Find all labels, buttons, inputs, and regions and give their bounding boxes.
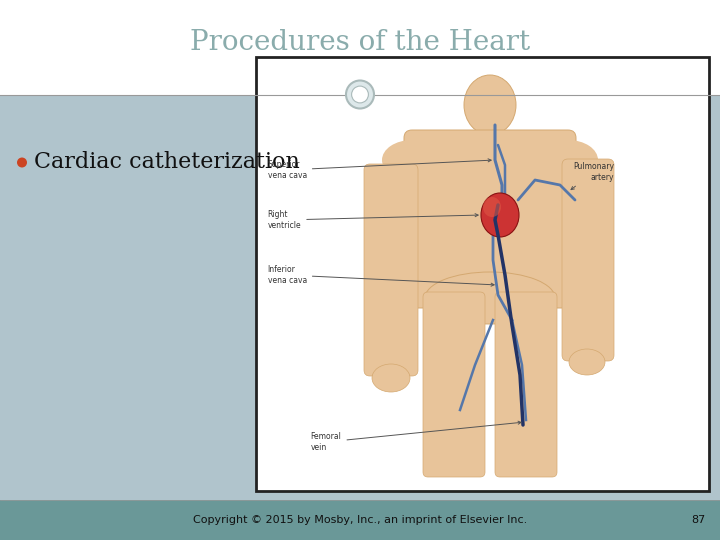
Ellipse shape <box>372 364 410 392</box>
Bar <box>476 102 504 140</box>
Circle shape <box>17 158 27 167</box>
FancyBboxPatch shape <box>404 130 576 308</box>
Text: Femoral
vein: Femoral vein <box>310 421 521 451</box>
Text: Right
ventricle: Right ventricle <box>268 210 478 230</box>
Ellipse shape <box>464 75 516 135</box>
Ellipse shape <box>481 193 519 237</box>
Text: Procedures of the Heart: Procedures of the Heart <box>190 29 530 56</box>
Circle shape <box>351 86 369 103</box>
FancyBboxPatch shape <box>495 292 557 477</box>
Bar <box>0 500 720 540</box>
Ellipse shape <box>382 140 442 180</box>
Bar <box>0 94 720 500</box>
Text: Superior
vena cava: Superior vena cava <box>268 159 491 180</box>
Circle shape <box>346 80 374 109</box>
Ellipse shape <box>425 272 555 324</box>
FancyBboxPatch shape <box>423 292 485 477</box>
Ellipse shape <box>569 349 605 375</box>
Text: Pulmonary
artery: Pulmonary artery <box>571 163 614 190</box>
Ellipse shape <box>538 140 598 180</box>
FancyBboxPatch shape <box>562 159 614 361</box>
Bar <box>256 57 709 491</box>
Ellipse shape <box>483 197 501 217</box>
FancyBboxPatch shape <box>364 164 418 376</box>
Text: 87: 87 <box>692 515 706 525</box>
Text: Inferior
vena cava: Inferior vena cava <box>268 265 494 286</box>
Text: Cardiac catheterization: Cardiac catheterization <box>34 152 300 173</box>
Text: Copyright © 2015 by Mosby, Inc., an imprint of Elsevier Inc.: Copyright © 2015 by Mosby, Inc., an impr… <box>193 515 527 525</box>
Bar <box>0 0 720 94</box>
